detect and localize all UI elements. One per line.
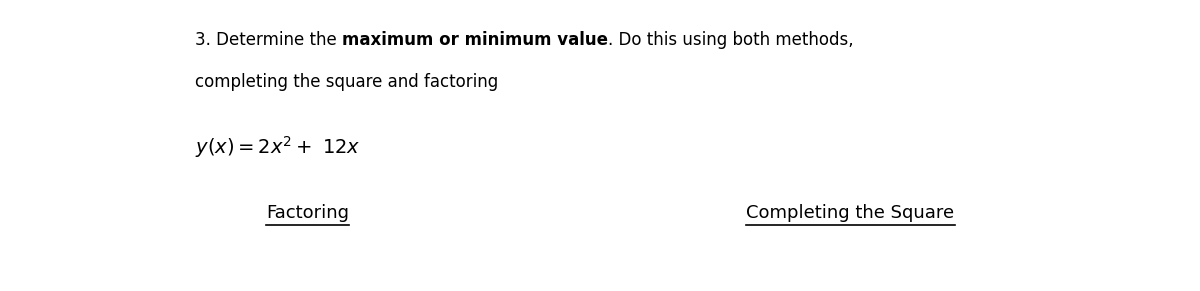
Text: $y(x) = 2x^2 + \ 12x$: $y(x) = 2x^2 + \ 12x$ <box>194 134 360 160</box>
Text: 3. Determine the: 3. Determine the <box>194 31 342 49</box>
Text: Completing the Square: Completing the Square <box>746 204 954 222</box>
Text: . Do this using both methods,: . Do this using both methods, <box>608 31 853 49</box>
Text: completing the square and factoring: completing the square and factoring <box>194 73 498 91</box>
Text: Factoring: Factoring <box>266 204 349 222</box>
Text: maximum or minimum value: maximum or minimum value <box>342 31 608 49</box>
